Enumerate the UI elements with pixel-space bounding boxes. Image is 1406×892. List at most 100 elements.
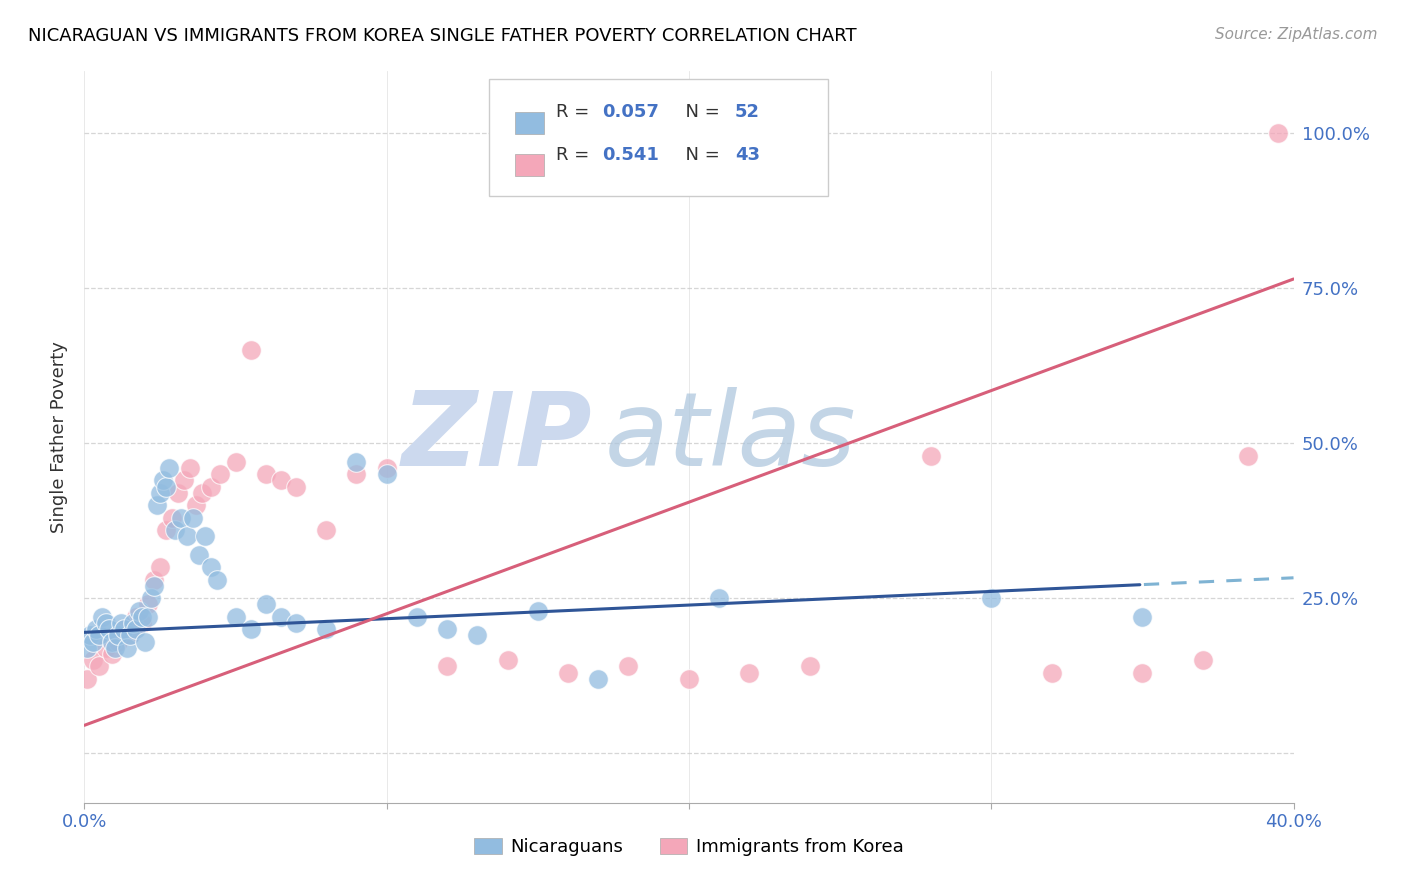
Point bbox=[209, 467, 232, 482]
Text: 0.057: 0.057 bbox=[602, 103, 659, 120]
Text: N =: N = bbox=[675, 103, 725, 120]
Point bbox=[125, 622, 148, 636]
Point bbox=[254, 467, 277, 482]
Point bbox=[149, 486, 172, 500]
Point bbox=[254, 598, 277, 612]
Point bbox=[920, 449, 942, 463]
Point bbox=[738, 665, 761, 680]
Point bbox=[100, 647, 122, 661]
Point bbox=[97, 622, 120, 636]
Point bbox=[152, 474, 174, 488]
Point bbox=[406, 610, 429, 624]
Point bbox=[346, 467, 368, 482]
Point bbox=[131, 615, 153, 630]
Point bbox=[239, 343, 262, 358]
Point bbox=[191, 486, 214, 500]
Point bbox=[1040, 665, 1063, 680]
Point bbox=[1130, 610, 1153, 624]
Point bbox=[375, 461, 398, 475]
Point bbox=[346, 455, 368, 469]
Point bbox=[1237, 449, 1260, 463]
Point bbox=[165, 523, 187, 537]
Point bbox=[107, 634, 129, 648]
Text: Source: ZipAtlas.com: Source: ZipAtlas.com bbox=[1215, 27, 1378, 42]
Point bbox=[82, 634, 104, 648]
Point bbox=[557, 665, 579, 680]
Text: NICARAGUAN VS IMMIGRANTS FROM KOREA SINGLE FATHER POVERTY CORRELATION CHART: NICARAGUAN VS IMMIGRANTS FROM KOREA SING… bbox=[28, 27, 856, 45]
Point bbox=[239, 622, 262, 636]
Point bbox=[139, 591, 162, 606]
Point bbox=[157, 461, 180, 475]
Point bbox=[107, 628, 129, 642]
Point bbox=[146, 498, 169, 512]
Point bbox=[315, 622, 337, 636]
Point bbox=[496, 653, 519, 667]
Point bbox=[155, 480, 177, 494]
Point bbox=[207, 573, 229, 587]
Point bbox=[142, 579, 165, 593]
Point bbox=[617, 659, 640, 673]
Point bbox=[186, 498, 208, 512]
Point bbox=[225, 455, 247, 469]
Point bbox=[79, 628, 101, 642]
Point bbox=[179, 461, 201, 475]
Point bbox=[104, 640, 127, 655]
Point bbox=[270, 474, 292, 488]
Point bbox=[160, 510, 183, 524]
Point bbox=[467, 628, 489, 642]
Point bbox=[100, 634, 122, 648]
Point bbox=[285, 615, 308, 630]
Point bbox=[678, 672, 700, 686]
Point bbox=[118, 628, 141, 642]
Text: ZIP: ZIP bbox=[402, 386, 592, 488]
Point bbox=[194, 529, 217, 543]
Point bbox=[980, 591, 1002, 606]
Point bbox=[1130, 665, 1153, 680]
Point bbox=[270, 610, 292, 624]
Point bbox=[285, 480, 308, 494]
Point bbox=[149, 560, 172, 574]
Point bbox=[1267, 126, 1289, 140]
Point bbox=[110, 615, 132, 630]
Point bbox=[136, 610, 159, 624]
FancyBboxPatch shape bbox=[515, 112, 544, 135]
Text: 0.541: 0.541 bbox=[602, 146, 659, 164]
Y-axis label: Single Father Poverty: Single Father Poverty bbox=[49, 341, 67, 533]
Text: 43: 43 bbox=[735, 146, 759, 164]
Point bbox=[436, 622, 458, 636]
Point bbox=[89, 628, 111, 642]
Text: N =: N = bbox=[675, 146, 725, 164]
Text: 52: 52 bbox=[735, 103, 759, 120]
Point bbox=[155, 523, 177, 537]
Point bbox=[176, 529, 198, 543]
Point bbox=[200, 480, 222, 494]
Point bbox=[167, 486, 190, 500]
Point bbox=[188, 548, 211, 562]
Point bbox=[112, 622, 135, 636]
FancyBboxPatch shape bbox=[489, 78, 828, 195]
Point bbox=[131, 610, 153, 624]
Point bbox=[76, 640, 98, 655]
Point bbox=[588, 672, 610, 686]
Point bbox=[82, 653, 104, 667]
Point bbox=[134, 634, 156, 648]
Text: R =: R = bbox=[555, 103, 595, 120]
Point bbox=[527, 604, 550, 618]
Point bbox=[76, 672, 98, 686]
Point bbox=[125, 610, 148, 624]
Point bbox=[112, 622, 135, 636]
Point bbox=[181, 510, 204, 524]
Point bbox=[315, 523, 337, 537]
Point bbox=[170, 510, 193, 524]
Point bbox=[1192, 653, 1215, 667]
Legend: Nicaraguans, Immigrants from Korea: Nicaraguans, Immigrants from Korea bbox=[467, 830, 911, 863]
Point bbox=[94, 640, 117, 655]
Point bbox=[136, 598, 159, 612]
Point bbox=[225, 610, 247, 624]
FancyBboxPatch shape bbox=[515, 153, 544, 176]
Point bbox=[436, 659, 458, 673]
Point bbox=[173, 474, 195, 488]
Point bbox=[89, 659, 111, 673]
Point bbox=[118, 628, 141, 642]
Point bbox=[86, 622, 108, 636]
